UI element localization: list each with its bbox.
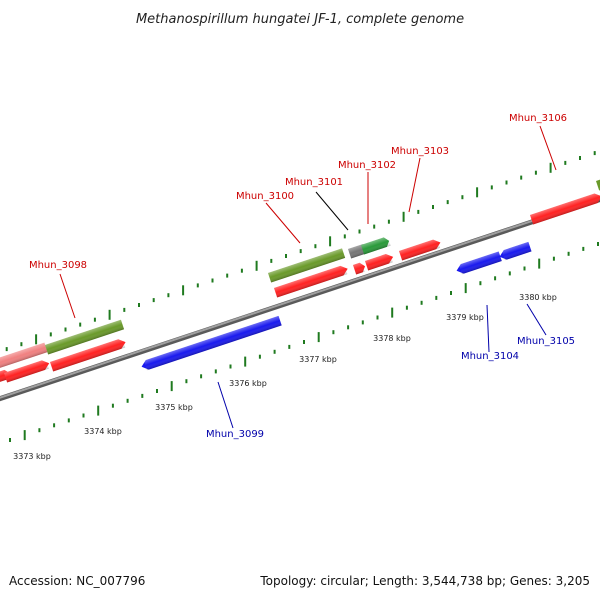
rna-feature[interactable] <box>596 177 600 191</box>
gene-label[interactable]: Mhun_3099 <box>206 429 264 440</box>
cds-feature[interactable] <box>530 192 600 225</box>
gene-label[interactable]: Mhun_3098 <box>29 260 87 271</box>
cds-feature[interactable] <box>274 264 349 298</box>
cds-feature[interactable] <box>353 262 367 275</box>
cds-feature[interactable] <box>399 238 442 261</box>
cds-feature[interactable] <box>498 241 532 262</box>
accession-text: Accession: NC_007796 <box>9 574 145 588</box>
axis-label-3377: 3377 kbp <box>299 355 337 364</box>
rna-feature[interactable] <box>361 236 391 255</box>
axis-label-3375: 3375 kbp <box>155 403 193 412</box>
gene-label[interactable]: Mhun_3104 <box>461 351 519 362</box>
cds-feature[interactable] <box>4 358 51 383</box>
axis-label-3376: 3376 kbp <box>229 379 267 388</box>
rna-feature[interactable] <box>348 243 367 259</box>
cds-feature[interactable] <box>140 315 282 372</box>
gene-label[interactable]: Mhun_3100 <box>236 191 294 202</box>
axis-labels: 3373 kbp 3374 kbp 3375 kbp 3376 kbp 3377… <box>13 293 557 461</box>
axis-label-3378: 3378 kbp <box>373 334 411 343</box>
cds-feature[interactable] <box>365 252 395 271</box>
backbone-line <box>0 196 600 402</box>
label-leader-lines <box>59 125 557 429</box>
gene-label[interactable]: Mhun_3105 <box>517 336 575 347</box>
rna-feature[interactable] <box>268 248 346 283</box>
gene-label[interactable]: Mhun_3106 <box>509 113 567 124</box>
map-title: Methanospirillum hungatei JF-1, complete… <box>136 12 464 27</box>
gene-label[interactable]: Mhun_3101 <box>285 177 343 188</box>
rna-feature[interactable] <box>45 319 125 355</box>
cds-feature[interactable] <box>455 251 502 275</box>
gene-label[interactable]: Mhun_3102 <box>338 160 396 171</box>
axis-label-3373: 3373 kbp <box>13 452 51 461</box>
lower-tick-row <box>9 242 599 442</box>
axis-label-3380: 3380 kbp <box>519 293 557 302</box>
axis-label-3374: 3374 kbp <box>84 427 122 436</box>
gene-label[interactable]: Mhun_3103 <box>391 146 449 157</box>
axis-label-3379: 3379 kbp <box>446 313 484 322</box>
cds-feature[interactable] <box>50 337 127 372</box>
topology-summary-text: Topology: circular; Length: 3,544,738 bp… <box>259 574 590 588</box>
rna-feature[interactable] <box>0 342 48 369</box>
gene-labels: Mhun_3098 Mhun_3099 Mhun_3100 Mhun_3101 … <box>29 113 575 440</box>
upper-tick-row <box>5 151 596 352</box>
gene-features <box>0 177 600 383</box>
